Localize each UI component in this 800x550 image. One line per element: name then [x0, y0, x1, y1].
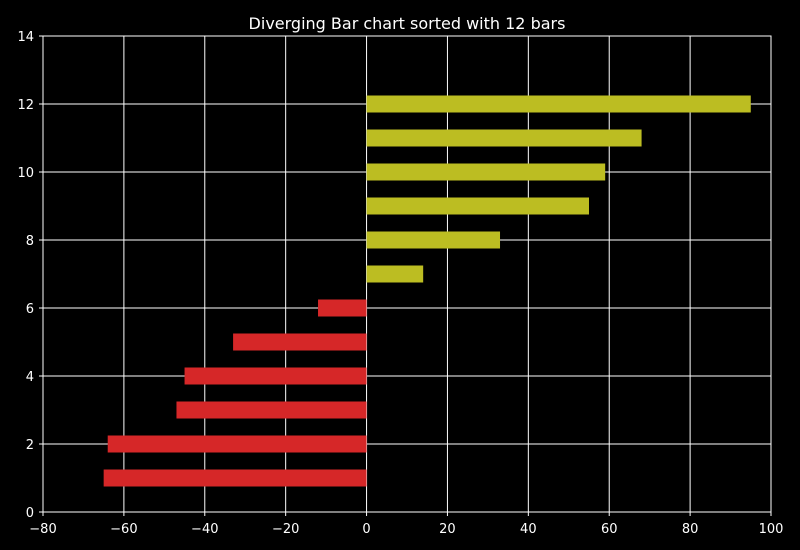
- x-tick-label: 0: [362, 522, 370, 537]
- x-tick-label: 80: [682, 522, 699, 537]
- bar: [366, 129, 642, 147]
- plot-frame: [42, 35, 772, 513]
- x-tick-label: −80: [29, 522, 56, 537]
- y-tick-label: 10: [17, 166, 34, 181]
- chart-title: Diverging Bar chart sorted with 12 bars: [249, 14, 566, 33]
- bar: [107, 435, 367, 453]
- y-tick-label: 4: [26, 370, 34, 385]
- bar: [366, 231, 501, 249]
- bar: [366, 163, 606, 181]
- x-tick-label: −60: [110, 522, 137, 537]
- x-tick-label: −20: [272, 522, 299, 537]
- y-tick-label: 8: [26, 234, 34, 249]
- x-tick-label: 100: [759, 522, 784, 537]
- bar: [318, 299, 367, 317]
- x-tick-label: 20: [439, 522, 456, 537]
- x-tick-label: 60: [601, 522, 618, 537]
- y-tick-label: 6: [26, 302, 34, 317]
- y-tick-label: 12: [17, 98, 34, 113]
- bar: [366, 95, 751, 113]
- axes: −80 −60 −40 −20 0 20 40 60 80 100 0 2 4 6 8 10 12 14: [17, 30, 783, 537]
- y-tick-label: 14: [17, 30, 34, 45]
- bars: [103, 95, 751, 487]
- bar: [366, 265, 424, 283]
- bar: [103, 469, 367, 487]
- bar: [184, 367, 367, 385]
- x-tick-label: 40: [520, 522, 537, 537]
- y-tick-label: 2: [26, 438, 34, 453]
- y-tick-label: 0: [26, 506, 34, 521]
- bar: [176, 401, 367, 419]
- bar: [233, 333, 367, 351]
- bar: [366, 197, 589, 215]
- x-tick-label: −40: [191, 522, 218, 537]
